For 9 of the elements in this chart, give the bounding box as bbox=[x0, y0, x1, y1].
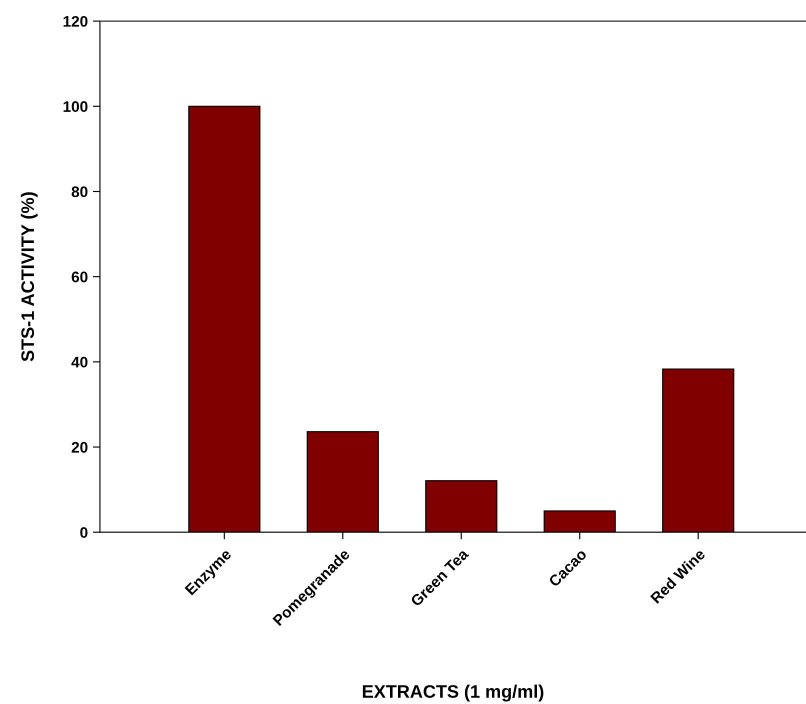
y-axis-title: STS-1 ACTIVITY (%) bbox=[20, 192, 38, 362]
x-axis-title: EXTRACTS (1 mg/ml) bbox=[362, 684, 544, 702]
y-tick-label: 0 bbox=[80, 527, 88, 538]
y-tick-label: 40 bbox=[71, 356, 88, 368]
y-tick-label: 60 bbox=[72, 272, 88, 282]
y-tick-label: 20 bbox=[72, 442, 88, 453]
y-tick-label: 120 bbox=[64, 16, 88, 27]
y-tick-label: 100 bbox=[64, 101, 88, 112]
y-tick-label: 80 bbox=[72, 186, 88, 198]
